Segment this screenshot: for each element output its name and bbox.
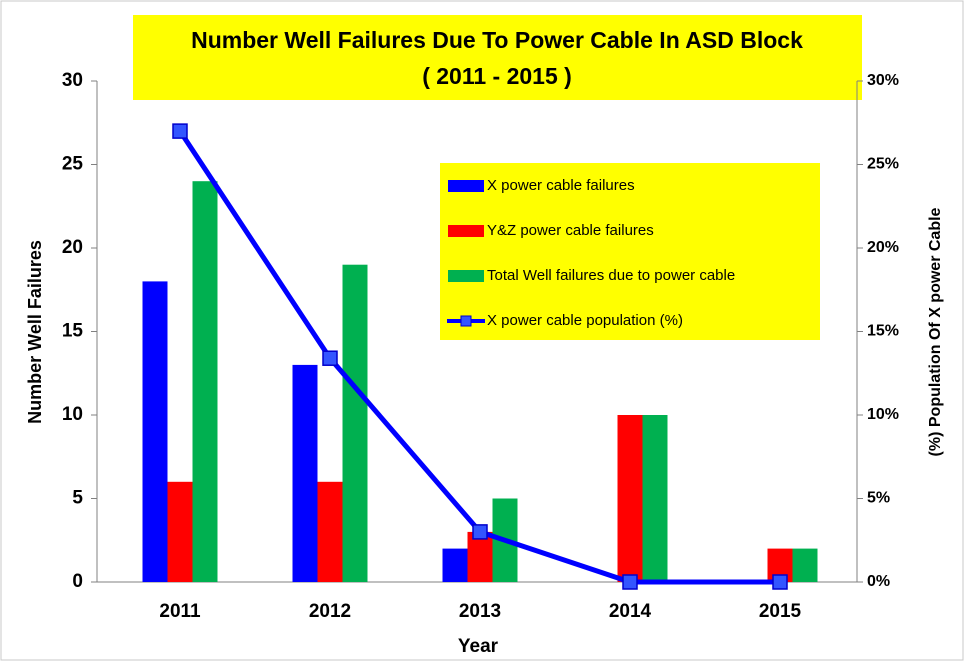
bar <box>292 364 318 582</box>
bar <box>167 481 193 582</box>
legend-swatch <box>448 225 484 237</box>
y-tick-label: 20 <box>62 237 83 258</box>
x-tick-label: 2014 <box>609 601 652 622</box>
legend-label: X power cable population (%) <box>487 312 683 329</box>
y2-tick-label: 20% <box>867 239 899 256</box>
y2-tick-label: 30% <box>867 72 899 89</box>
y-tick-label: 10 <box>62 404 83 425</box>
y2-tick-label: 25% <box>867 156 899 173</box>
legend-box <box>440 163 820 340</box>
x-axis-label: Year <box>458 636 499 657</box>
y2-tick-label: 15% <box>867 323 899 340</box>
title-box <box>133 15 862 100</box>
bar <box>642 415 668 582</box>
y-tick-label: 30 <box>62 70 83 91</box>
bar <box>317 481 343 582</box>
chart-title: Number Well Failures Due To Power Cable … <box>191 27 803 53</box>
bar <box>192 181 218 582</box>
y2-axis-label: (%) Population Of X power Cable <box>927 207 944 456</box>
x-tick-label: 2013 <box>459 601 501 622</box>
bar <box>792 548 818 582</box>
legend-label: Y&Z power cable failures <box>487 222 654 239</box>
bar <box>617 415 643 582</box>
bar <box>442 548 468 582</box>
line-marker <box>322 350 338 366</box>
x-tick-label: 2011 <box>159 601 201 622</box>
line-marker <box>622 574 638 590</box>
y2-tick-label: 10% <box>867 406 899 423</box>
legend-label: Total Well failures due to power cable <box>487 267 735 284</box>
legend-swatch <box>448 270 484 282</box>
y-axis-label: Number Well Failures <box>25 240 45 424</box>
y-tick-label: 15 <box>62 321 84 342</box>
y-tick-label: 25 <box>62 154 84 175</box>
legend-label: X power cable failures <box>487 177 635 194</box>
bar <box>467 531 493 582</box>
line-marker <box>772 574 788 590</box>
line-marker <box>172 123 188 139</box>
bar <box>342 264 368 582</box>
x-tick-label: 2015 <box>759 601 802 622</box>
y-tick-label: 5 <box>72 488 83 509</box>
legend-marker <box>460 315 472 327</box>
x-tick-label: 2012 <box>309 601 351 622</box>
bar <box>142 281 168 582</box>
y2-tick-label: 5% <box>867 490 890 507</box>
y-tick-label: 0 <box>72 571 83 592</box>
chart-subtitle: ( 2011 - 2015 ) <box>422 63 572 89</box>
legend-swatch <box>448 180 484 192</box>
y2-tick-label: 0% <box>867 573 890 590</box>
line-marker <box>472 524 488 540</box>
